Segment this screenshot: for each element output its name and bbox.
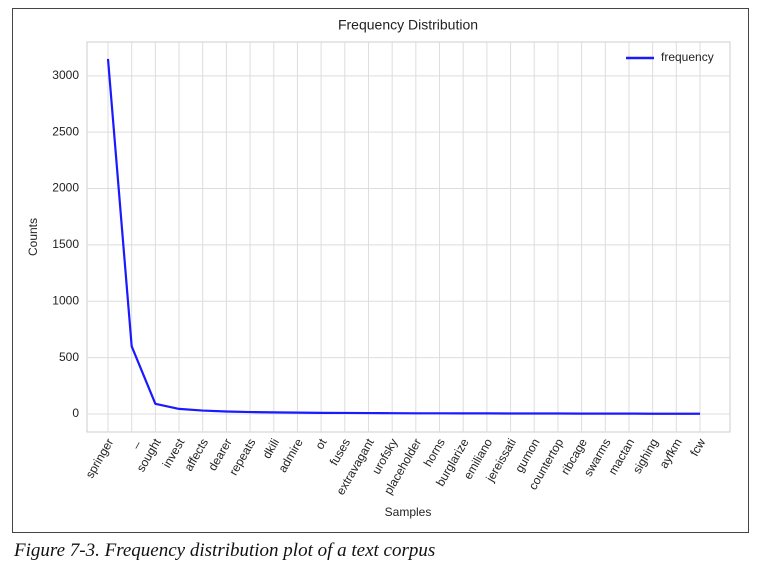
legend-label: frequency <box>661 50 714 64</box>
y-tick-label: 1000 <box>52 293 79 307</box>
y-tick-label: 500 <box>59 350 79 364</box>
y-tick-label: 1500 <box>52 237 79 251</box>
y-tick-label: 2500 <box>52 124 79 138</box>
chart: Frequency Distribution Samples Counts 0 5… <box>12 8 749 533</box>
x-axis-label: Samples <box>385 505 432 519</box>
caption: Figure 7-3. Frequency distribution plot … <box>14 540 436 561</box>
y-axis-label: Counts <box>26 218 40 256</box>
y-tick-label: 2000 <box>52 181 79 195</box>
line-series <box>106 58 700 415</box>
y-tick-label: 0 <box>72 406 79 420</box>
chart-title: Frequency Distribution <box>338 17 478 33</box>
y-tick-label: 3000 <box>52 68 79 82</box>
plot-area <box>86 41 731 433</box>
